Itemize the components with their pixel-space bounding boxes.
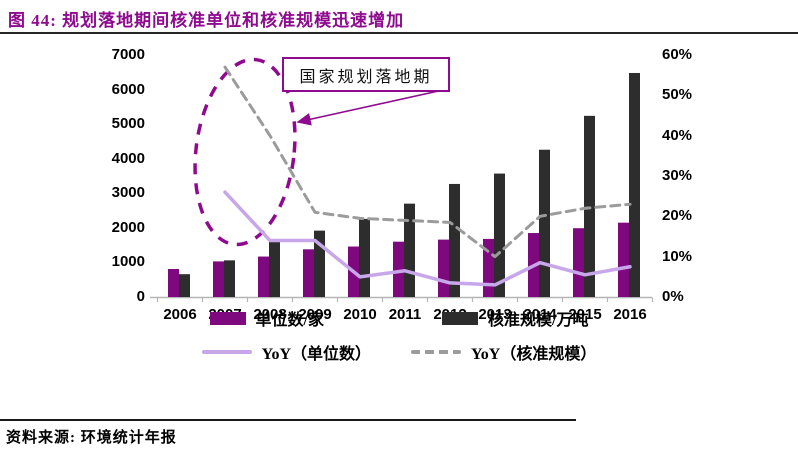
x-axis-tick-label: 2011	[388, 306, 422, 323]
line-yoy-scale	[223, 65, 632, 259]
x-axis-tick-label: 2014	[523, 306, 557, 323]
x-axis-tick-label: 2016	[613, 306, 647, 323]
y-axis-tick-label: 1000	[111, 253, 145, 271]
units-bar-swatch	[209, 311, 246, 325]
bar-scale	[449, 183, 460, 297]
title-divider	[0, 32, 798, 34]
chart-legend: 单位数/家 核准规模/万吨 YoY（单位数） YoY（核准规模）	[0, 306, 798, 364]
callout-arrow	[296, 89, 444, 126]
x-axis-tick-label: 2009	[298, 306, 332, 323]
bar-units	[258, 256, 269, 297]
legend-label: 核准规模/万吨	[488, 312, 589, 329]
legend-item-yoy-units: YoY（单位数）	[201, 340, 371, 364]
x-axis-tick-label: 2006	[163, 306, 197, 323]
y2-axis-tick-label: 30%	[662, 167, 693, 184]
y2-axis-tick-label: 40%	[662, 126, 693, 144]
bar-scale	[224, 260, 235, 297]
legend-item-yoy-scale: YoY（核准规模）	[411, 340, 596, 364]
y2-axis-tick-label: 50%	[662, 86, 693, 104]
yoy-scale-line-swatch	[411, 350, 461, 354]
legend-item-scale: 核准规模/万吨	[442, 306, 588, 330]
legend-label: YoY（核准规模）	[471, 346, 597, 363]
legend-label: 单位数/家	[255, 312, 324, 329]
legend-label: YoY（单位数）	[261, 346, 371, 363]
x-axis-tick-label: 2010	[343, 306, 377, 323]
page-title: 图 44: 规划落地期间核准单位和核准规模迅速增加	[8, 11, 405, 30]
y-axis-tick-label: 0	[136, 288, 145, 305]
bar-scale	[404, 203, 415, 297]
legend-row-bars: 单位数/家 核准规模/万吨	[209, 306, 588, 330]
x-axis-tick-label: 2013	[478, 306, 512, 323]
bar-scale	[494, 173, 505, 297]
bar-units	[393, 241, 404, 297]
bar-scale	[269, 242, 280, 297]
chart-canvas	[150, 57, 654, 302]
legend-item-units: 单位数/家	[209, 306, 324, 330]
source-note: 资料来源: 环境统计年报	[6, 430, 177, 446]
y-axis-tick-label: 3000	[111, 184, 145, 202]
bar-units	[303, 249, 314, 297]
source-divider	[0, 419, 576, 421]
y2-axis-tick-label: 10%	[662, 247, 693, 265]
y-axis-tick-label: 6000	[111, 80, 145, 98]
bar-units	[168, 268, 179, 297]
annotation-callout: 国家规划落地期	[282, 57, 450, 92]
y-axis-tick-label: 4000	[111, 149, 145, 167]
y-axis-tick-label: 5000	[111, 115, 145, 133]
bar-units	[483, 238, 494, 297]
bar-scale	[539, 149, 550, 297]
combo-chart: 0 1000 2000 3000 4000 5000 6000 7000 0% 10% 20% 30…	[0, 36, 798, 416]
bar-units	[573, 228, 584, 297]
line-yoy-units	[223, 190, 632, 287]
x-axis-tick-label: 2008	[253, 306, 287, 323]
bar-scale	[179, 274, 190, 297]
y2-axis-tick-label: 0%	[662, 288, 684, 305]
bar-units	[618, 222, 629, 297]
y-axis-tick-label: 2000	[111, 218, 145, 236]
bar-units	[213, 261, 224, 297]
legend-row-lines: YoY（单位数） YoY（核准规模）	[201, 340, 596, 364]
bar-scale	[314, 230, 325, 297]
bar-scale	[629, 72, 640, 297]
highlight-ellipse	[193, 57, 297, 247]
scale-bar-swatch	[442, 311, 478, 325]
x-axis-tick-label: 2015	[568, 306, 602, 323]
y-axis-tick-label: 7000	[111, 46, 145, 63]
bar-scale	[359, 218, 370, 297]
bar-units	[438, 239, 449, 297]
y2-axis-tick-label: 60%	[662, 46, 693, 63]
y2-axis-tick-label: 20%	[662, 207, 693, 225]
yoy-units-line-swatch	[201, 350, 252, 354]
